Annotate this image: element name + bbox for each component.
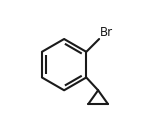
Text: Br: Br: [100, 25, 113, 39]
